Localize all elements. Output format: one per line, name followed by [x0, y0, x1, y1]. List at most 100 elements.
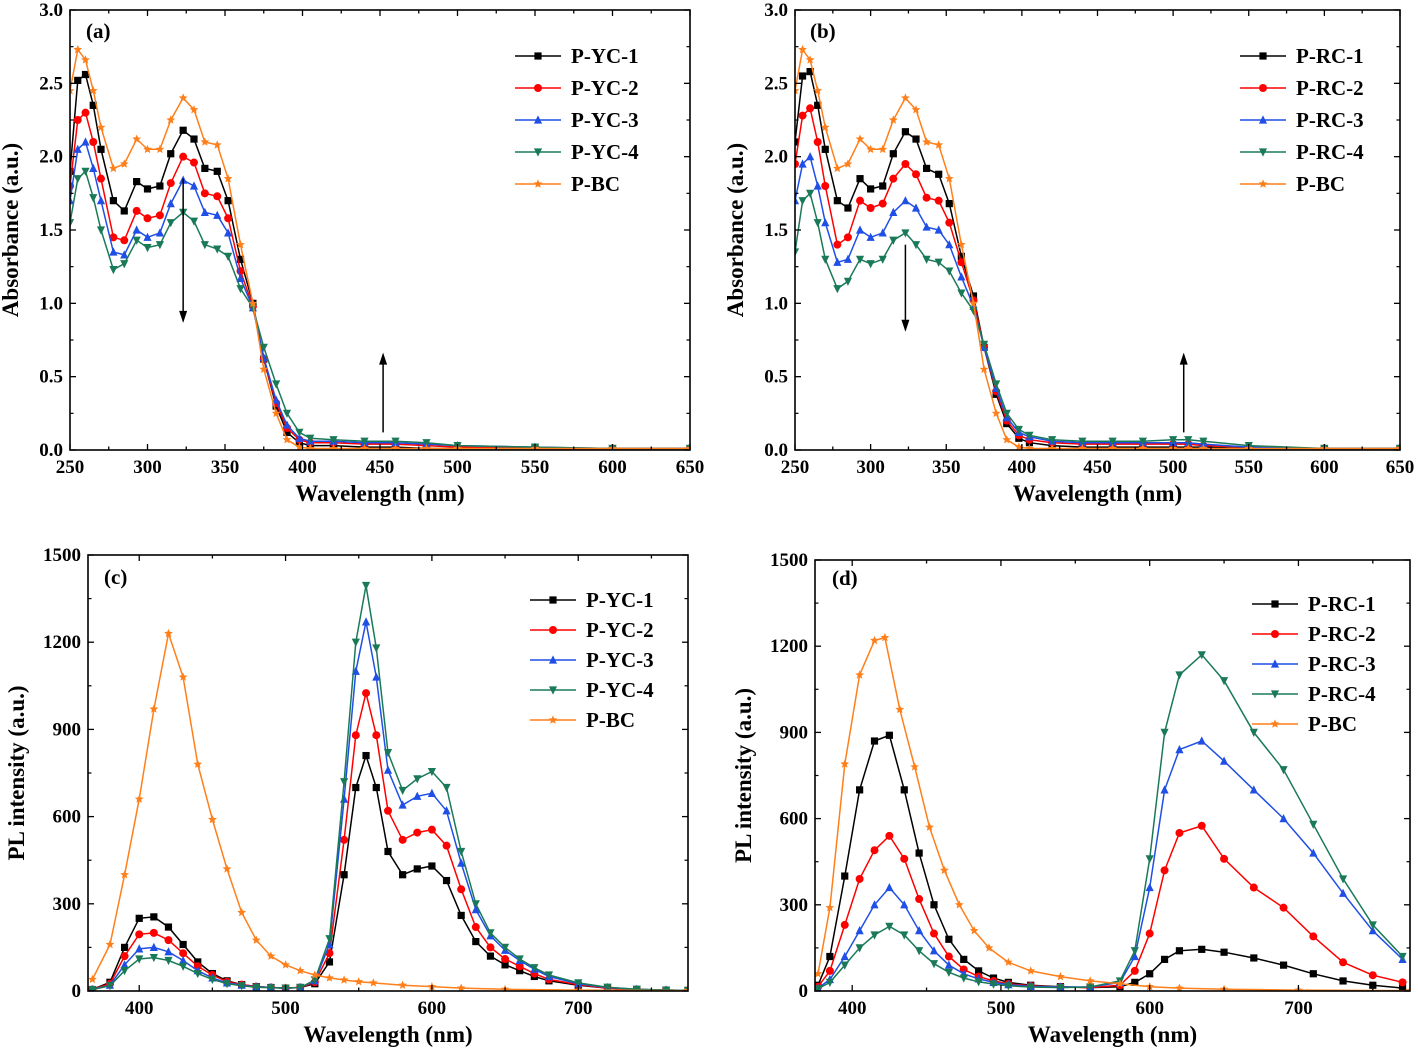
legend-item: P-YC-2 — [515, 76, 639, 100]
data-point — [391, 443, 400, 450]
legend-item: P-RC-2 — [1252, 622, 1376, 646]
panel-b: 250 300 350 400 450 500 550 600 650 0.0 0.5 1.0 1.5 2… — [723, 0, 1414, 506]
data-point — [1160, 955, 1169, 963]
x-tick-label: 250 — [56, 457, 85, 478]
data-point — [934, 196, 943, 205]
y-tick-label: 900 — [53, 719, 82, 740]
x-tick-label: 400 — [1008, 457, 1037, 478]
data-point — [840, 920, 849, 929]
data-point — [282, 420, 292, 429]
y-tick-label: 2.5 — [39, 73, 63, 94]
y-tick-label: 1.5 — [39, 220, 63, 241]
legend-marker — [1270, 719, 1280, 728]
legend-marker — [534, 52, 542, 60]
data-point — [272, 395, 281, 404]
data-point — [193, 759, 203, 768]
x-tick-label: 550 — [1235, 457, 1264, 478]
data-point — [120, 236, 129, 245]
legend-item: P-YC-3 — [530, 648, 654, 672]
data-point — [992, 380, 1001, 389]
data-point — [901, 128, 910, 136]
data-point — [915, 947, 924, 956]
data-point — [143, 144, 152, 154]
data-point — [179, 949, 188, 958]
data-point — [821, 255, 830, 264]
data-point — [1199, 437, 1208, 446]
data-point — [383, 749, 393, 758]
data-point — [1085, 976, 1095, 985]
data-point — [109, 163, 118, 173]
data-point — [915, 849, 923, 857]
x-tick-label: 500 — [443, 457, 472, 478]
data-point — [360, 437, 369, 446]
data-point — [351, 638, 360, 647]
data-point — [1183, 443, 1193, 450]
x-tick-label: 500 — [1159, 457, 1188, 478]
x-tick-label: 600 — [1135, 998, 1164, 1019]
x-tick-label: 400 — [288, 457, 317, 478]
legend-label: P-YC-3 — [586, 648, 654, 672]
data-point — [143, 232, 152, 241]
data-point — [213, 192, 222, 201]
data-point — [1175, 745, 1184, 754]
x-axis-title: Wavelength (nm) — [295, 481, 464, 506]
data-point — [934, 258, 943, 267]
data-point — [81, 108, 90, 117]
y-axis-title: Absorbance (a.u.) — [0, 143, 23, 317]
data-point — [120, 870, 129, 879]
data-point — [339, 975, 349, 984]
data-point — [266, 984, 276, 991]
y-tick-label: 2.0 — [764, 147, 788, 168]
data-point — [70, 219, 75, 228]
data-point — [310, 976, 319, 985]
data-point — [1004, 957, 1013, 966]
data-point — [178, 672, 188, 681]
data-point — [442, 783, 451, 793]
data-point — [237, 982, 246, 991]
data-point — [486, 952, 495, 960]
data-point — [530, 964, 539, 973]
legend: P-RC-1 P-RC-2 P-RC-3 P-RC-4 P-BC — [1240, 44, 1364, 196]
data-point — [1309, 848, 1318, 857]
data-point — [224, 252, 233, 261]
y-tick-label: 1200 — [43, 632, 81, 653]
data-point — [795, 86, 800, 95]
data-point — [813, 138, 822, 146]
data-point — [96, 122, 106, 132]
series-line-p-rc-4 — [795, 191, 1400, 450]
x-tick-label: 350 — [211, 457, 240, 478]
data-point — [73, 175, 82, 184]
legend-marker — [1259, 52, 1267, 60]
data-point — [222, 980, 232, 989]
data-point — [922, 222, 931, 231]
data-point — [1338, 875, 1348, 884]
data-point — [889, 174, 898, 183]
data-point — [900, 900, 909, 909]
data-point — [164, 628, 173, 638]
data-point — [179, 962, 188, 971]
data-point — [361, 581, 371, 591]
data-point — [925, 822, 934, 831]
legend-label: P-RC-2 — [1308, 622, 1376, 646]
data-point — [1197, 736, 1206, 745]
data-point — [132, 134, 141, 143]
data-point — [132, 225, 141, 234]
x-tick-label: 400 — [125, 998, 154, 1019]
data-point — [266, 951, 276, 960]
y-tick-label: 600 — [53, 807, 82, 828]
x-axis-title: Wavelength (nm) — [1013, 481, 1182, 506]
data-point — [515, 955, 524, 964]
legend-item: P-BC — [530, 708, 635, 732]
data-point — [885, 731, 893, 739]
data-point — [945, 935, 953, 943]
data-point — [870, 900, 879, 909]
legend-marker — [1258, 179, 1268, 188]
legend-marker — [1259, 84, 1267, 92]
legend-label: P-RC-3 — [1308, 652, 1376, 676]
data-point — [922, 255, 931, 264]
y-tick-label: 1500 — [43, 545, 81, 566]
data-point — [1002, 435, 1012, 444]
data-point — [105, 939, 115, 949]
series-line-p-yc-4 — [92, 585, 688, 991]
data-point — [442, 841, 451, 850]
